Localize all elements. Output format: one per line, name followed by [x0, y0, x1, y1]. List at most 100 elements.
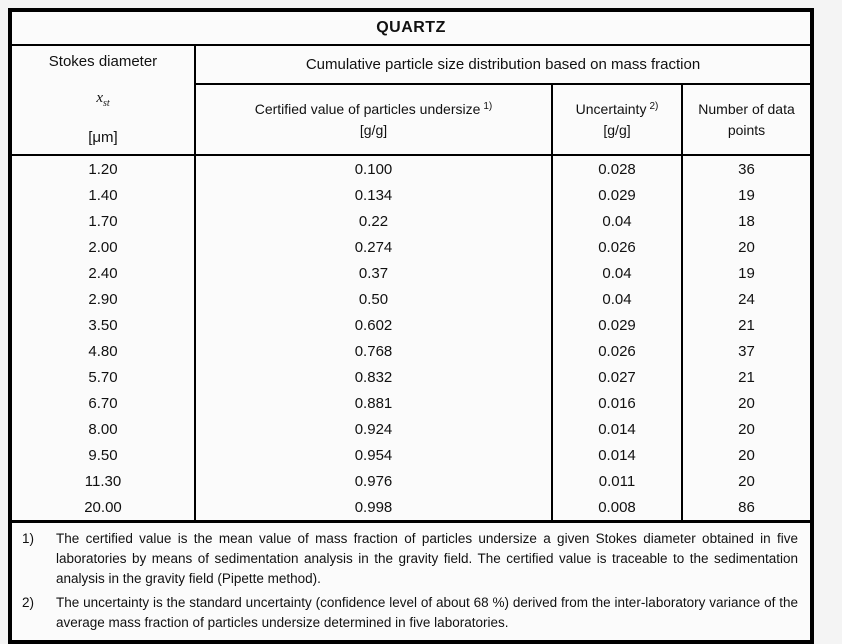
cell-certified-value: 0.881	[194, 390, 552, 416]
stokes-unit: [μm]	[88, 129, 118, 146]
cell-certified-value: 0.954	[194, 442, 552, 468]
footnote-ref-2: 2)	[649, 100, 659, 112]
title-row: QUARTZ	[12, 12, 811, 46]
cell-uncertainty: 0.026	[551, 338, 682, 364]
table-row: 1.70 0.22 0.04 18	[12, 208, 811, 234]
footnote-1-marker: 1)	[22, 531, 35, 546]
table-row: 9.50 0.954 0.014 20	[12, 442, 811, 468]
cell-certified-value: 0.134	[194, 182, 552, 208]
cell-stokes-diameter: 1.20	[88, 160, 118, 178]
footnote-1: 1) The certified value is the mean value…	[22, 529, 798, 589]
table-row: 4.80 0.768 0.026 37	[12, 338, 811, 364]
cell-uncertainty: 0.026	[551, 234, 682, 260]
column-header-uncertainty: Uncertainty 2) [g/g]	[551, 84, 682, 156]
cell-data-points: 21	[680, 364, 811, 390]
cell-uncertainty: 0.027	[551, 364, 682, 390]
uncertainty-unit: [g/g]	[603, 121, 631, 138]
cell-uncertainty: 0.029	[551, 182, 682, 208]
column-header-stokes-diameter: Stokes diameter xst [μm]	[12, 45, 196, 156]
cell-certified-value: 0.50	[194, 286, 552, 312]
cell-uncertainty: 0.04	[551, 208, 682, 234]
particle-size-table: QUARTZ Stokes diameter xst [μm] Cumulati…	[12, 12, 811, 520]
cell-certified-value: 0.976	[194, 468, 552, 494]
cell-certified-value: 0.602	[194, 312, 552, 338]
cell-stokes-diameter: 4.80	[88, 342, 118, 360]
cell-stokes-diameter: 1.70	[88, 212, 118, 230]
table-row: 20.00 0.998 0.008 86	[12, 494, 811, 520]
cell-stokes-diameter: 8.00	[88, 420, 118, 438]
footnote-ref-1: 1)	[483, 100, 493, 112]
cell-data-points: 36	[680, 155, 811, 182]
cell-uncertainty: 0.016	[551, 390, 682, 416]
cell-uncertainty: 0.008	[551, 494, 682, 520]
table-title: QUARTZ	[12, 12, 811, 46]
footnote-2-text: The uncertainty is the standard uncertai…	[56, 595, 798, 630]
table-row: 8.00 0.924 0.014 20	[12, 416, 811, 442]
table-row: 3.50 0.602 0.029 21	[12, 312, 811, 338]
column-header-certified-value: Certified value of particles undersize 1)…	[195, 84, 552, 156]
table-row: 6.70 0.881 0.016 20	[12, 390, 811, 416]
cell-certified-value: 0.998	[194, 494, 552, 520]
cell-uncertainty: 0.011	[551, 468, 682, 494]
table-row: 2.40 0.37 0.04 19	[12, 260, 811, 286]
cell-uncertainty: 0.014	[551, 442, 682, 468]
table-row: 5.70 0.832 0.027 21	[12, 364, 811, 390]
cell-stokes-diameter: 9.50	[88, 446, 118, 464]
cell-stokes-diameter: 20.00	[84, 498, 122, 516]
cell-data-points: 20	[680, 390, 811, 416]
cell-uncertainty: 0.04	[551, 260, 682, 286]
certified-value-label: Certified value of particles undersize	[254, 101, 481, 118]
table-row: 11.30 0.976 0.011 20	[12, 468, 811, 494]
cell-data-points: 20	[680, 416, 811, 442]
table-body: 1.20 0.100 0.028 36 1.40 0.134 0.029 19 1.70 0.22…	[12, 155, 811, 520]
cell-uncertainty: 0.04	[551, 286, 682, 312]
cell-uncertainty: 0.029	[551, 312, 682, 338]
cell-data-points: 21	[680, 312, 811, 338]
cell-data-points: 20	[680, 468, 811, 494]
column-header-data-points: Number of data points	[680, 84, 811, 156]
cell-certified-value: 0.22	[194, 208, 552, 234]
cell-uncertainty: 0.028	[551, 155, 682, 182]
cell-certified-value: 0.768	[194, 338, 552, 364]
footnote-2: 2) The uncertainty is the standard uncer…	[22, 593, 798, 633]
cell-certified-value: 0.100	[194, 155, 552, 182]
cell-stokes-diameter: 6.70	[88, 394, 118, 412]
cell-stokes-diameter: 1.40	[88, 186, 118, 204]
cell-stokes-diameter: 3.50	[88, 316, 118, 334]
certified-value-unit: [g/g]	[359, 121, 388, 138]
symbol-subscript: st	[103, 98, 110, 109]
table-row: 1.20 0.100 0.028 36	[12, 155, 811, 182]
cell-certified-value: 0.924	[194, 416, 552, 442]
cell-stokes-diameter: 5.70	[88, 368, 118, 386]
stokes-symbol: xst	[12, 90, 194, 109]
stokes-diameter-label: Stokes diameter	[48, 53, 158, 70]
cell-data-points: 19	[680, 182, 811, 208]
header-row-2: Certified value of particles undersize 1)…	[12, 84, 811, 156]
symbol-x: x	[96, 90, 103, 106]
cell-certified-value: 0.274	[194, 234, 552, 260]
footnote-2-marker: 2)	[22, 595, 35, 610]
uncertainty-label: Uncertainty	[575, 101, 647, 118]
cell-data-points: 18	[680, 208, 811, 234]
cell-stokes-diameter: 2.40	[88, 264, 118, 282]
cell-stokes-diameter: 11.30	[84, 472, 122, 490]
cell-data-points: 24	[680, 286, 811, 312]
table-row: 1.40 0.134 0.029 19	[12, 182, 811, 208]
cell-data-points: 20	[680, 234, 811, 260]
cell-data-points: 20	[680, 442, 811, 468]
table-row: 2.00 0.274 0.026 20	[12, 234, 811, 260]
quartz-certificate-table: QUARTZ Stokes diameter xst [μm] Cumulati…	[8, 8, 814, 644]
cell-data-points: 19	[680, 260, 811, 286]
footnotes-section: 1) The certified value is the mean value…	[12, 520, 810, 640]
header-row-1: Stokes diameter xst [μm] Cumulative part…	[12, 45, 811, 156]
cell-uncertainty: 0.014	[551, 416, 682, 442]
span-header-cumulative-distribution: Cumulative particle size distribution ba…	[195, 45, 811, 86]
cell-data-points: 37	[680, 338, 811, 364]
cell-certified-value: 0.832	[194, 364, 552, 390]
cell-stokes-diameter: 2.00	[88, 238, 118, 256]
footnote-1-text: The certified value is the mean value of…	[56, 531, 798, 586]
table-row: 2.90 0.50 0.04 24	[12, 286, 811, 312]
cell-data-points: 86	[680, 494, 811, 520]
cell-stokes-diameter: 2.90	[88, 290, 118, 308]
cell-certified-value: 0.37	[194, 260, 552, 286]
